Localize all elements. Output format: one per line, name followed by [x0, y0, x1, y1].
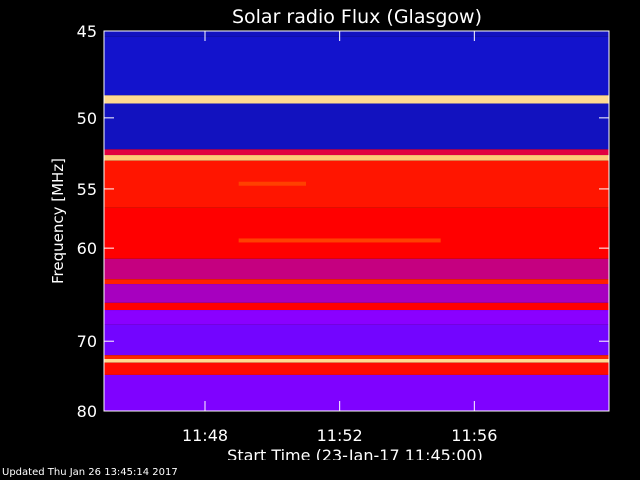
- frequency-band: [104, 155, 609, 161]
- frequency-band: [104, 302, 609, 311]
- x-axis: 11:48 11:52 11:56: [182, 31, 497, 445]
- chart-title: Solar radio Flux (Glasgow): [232, 6, 482, 28]
- frequency-band: [104, 310, 609, 325]
- spectrogram-figure: Solar radio Flux (Glasgow) 455055607080 …: [49, 6, 610, 460]
- plot-frame: [103, 30, 610, 412]
- emission-feature: [238, 238, 441, 243]
- plot-area: [104, 31, 609, 411]
- frequency-band: [104, 258, 609, 280]
- y-axis-label: Frequency [MHz]: [49, 158, 67, 284]
- x-tick-label: 11:48: [182, 426, 228, 445]
- y-tick-label: 60: [77, 239, 97, 258]
- frequency-band: [104, 103, 609, 150]
- frequency-band: [104, 207, 609, 259]
- frequency-band: [104, 279, 609, 285]
- x-tick-label: 11:52: [317, 426, 363, 445]
- frequency-band: [104, 160, 609, 208]
- frequency-band: [104, 149, 609, 156]
- frequency-band: [104, 355, 609, 359]
- frequency-band: [104, 95, 609, 104]
- emission-feature: [238, 181, 306, 186]
- y-tick-label: 50: [77, 109, 97, 128]
- y-axis: 45 50 55 60 70 80: [77, 22, 609, 421]
- frequency-band: [104, 324, 609, 356]
- x-tick-label: 11:56: [451, 426, 497, 445]
- y-tick-label: 45: [77, 22, 97, 41]
- y-tick-label: 55: [77, 180, 97, 199]
- y-tick-label: 70: [77, 332, 97, 351]
- frequency-band: [104, 358, 609, 363]
- frequency-band: [104, 284, 609, 303]
- x-axis-label: Start Time (23-Jan-17 11:45:00): [227, 446, 483, 460]
- frequency-band: [104, 31, 609, 37]
- frequency-band: [104, 362, 609, 375]
- frequency-band: [104, 374, 609, 411]
- update-timestamp: Updated Thu Jan 26 13:45:14 2017: [2, 467, 178, 478]
- y-tick-label: 80: [77, 402, 97, 421]
- frequency-band: [104, 36, 609, 96]
